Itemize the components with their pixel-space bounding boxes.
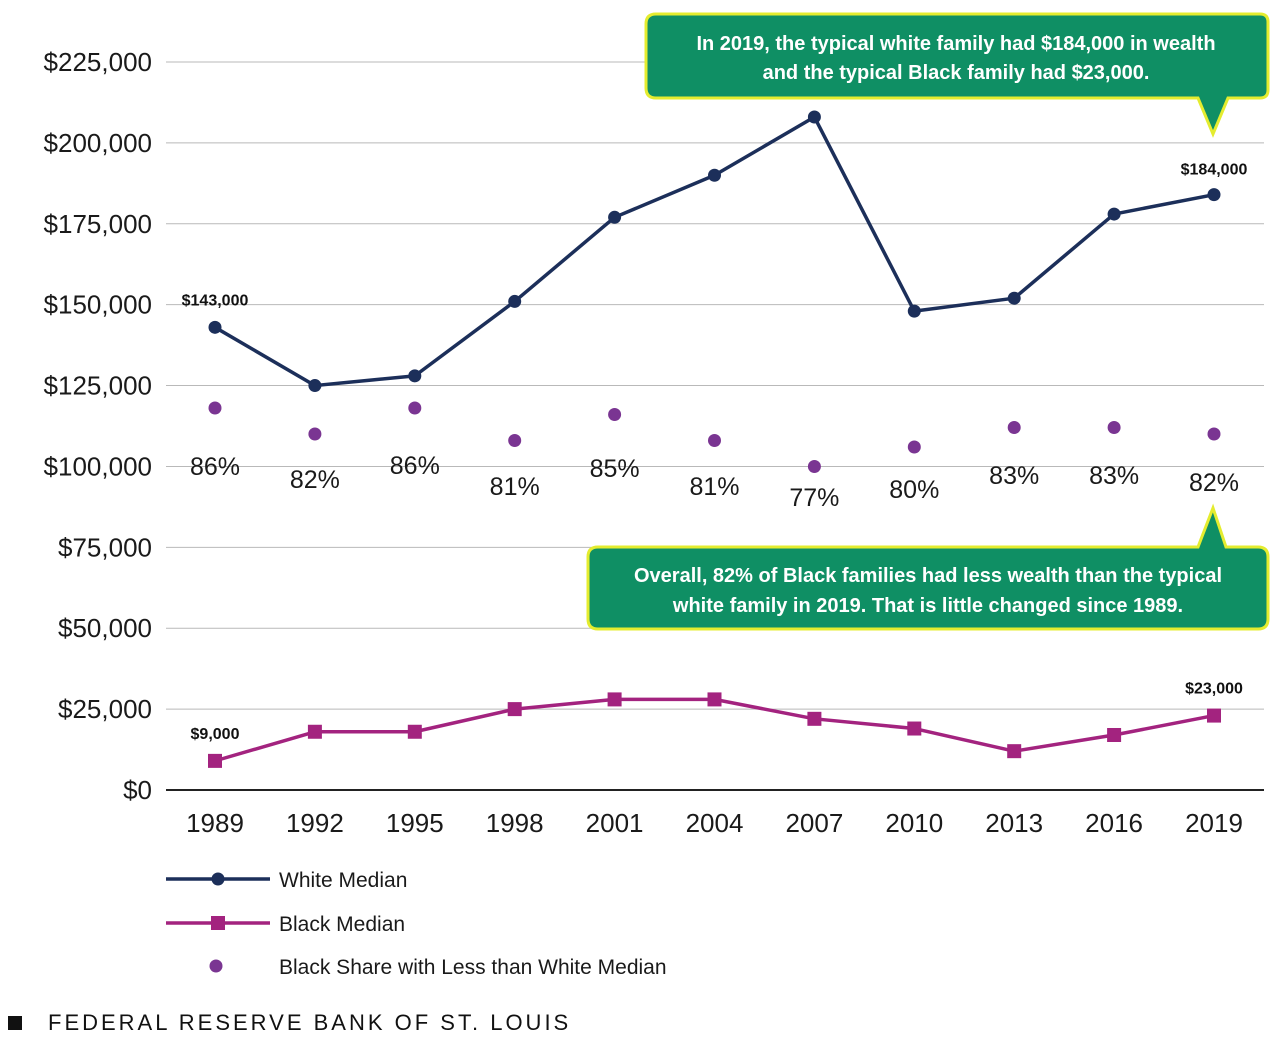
white-median-point: [708, 168, 721, 182]
white-median-point: [308, 379, 322, 393]
share-dot: [208, 401, 222, 415]
y-axis: $0 $25,000 $50,000 $75,000 $100,000 $125,000 $…: [44, 47, 152, 805]
callout-top-box: [644, 12, 1270, 138]
x-tick-label: 1992: [286, 808, 344, 838]
share-series: 86% 82% 86% 81% 85% 81% 77% 80% 83% 83% 82%: [190, 401, 1239, 512]
legend-black-marker: [211, 916, 225, 930]
y-tick-label: $100,000: [44, 451, 152, 481]
callouts: In 2019, the typical white family had $1…: [586, 12, 1270, 631]
black-median-point: [1207, 708, 1221, 723]
x-tick-label: 2001: [586, 808, 644, 838]
callout-bottom: Overall, 82% of Black families had less …: [586, 503, 1270, 631]
legend-share-marker: [209, 959, 223, 973]
y-tick-label: $50,000: [58, 613, 152, 643]
legend: White Median Black Median Black Share with…: [166, 869, 667, 979]
legend-white-marker: [211, 872, 225, 886]
legend-white-label: White Median: [279, 869, 407, 892]
white-median-point: [1207, 188, 1221, 202]
black-median-point: [507, 702, 522, 717]
y-tick-label: $75,000: [58, 532, 152, 562]
line-series: [208, 110, 1221, 768]
white-last-label: $184,000: [1181, 162, 1248, 179]
white-median-point: [208, 320, 222, 334]
x-tick-label: 2010: [885, 808, 943, 838]
y-tick-label: $25,000: [58, 694, 152, 724]
share-dot: [308, 427, 322, 441]
share-dot: [807, 460, 821, 473]
footer-source: FEDERAL RESERVE BANK OF ST. LOUIS: [48, 1010, 572, 1035]
share-label: 82%: [290, 466, 340, 494]
y-tick-label: $150,000: [44, 290, 152, 320]
x-tick-label: 2016: [1085, 808, 1143, 838]
x-axis: 1989 1992 1995 1998 2001 2004 2007 2010 2013 2016…: [186, 808, 1243, 838]
black-last-label: $23,000: [1185, 681, 1243, 698]
share-label: 83%: [989, 462, 1039, 490]
x-tick-label: 2019: [1185, 808, 1243, 838]
white-median-point: [907, 304, 921, 318]
share-label: 86%: [390, 452, 440, 480]
x-tick-label: 1989: [186, 808, 244, 838]
share-label: 81%: [490, 473, 540, 501]
share-dot: [907, 440, 921, 454]
share-dot: [1007, 421, 1021, 434]
footer-square-icon: [8, 1016, 22, 1030]
white-median-point: [1107, 207, 1121, 221]
black-median-point: [907, 721, 922, 736]
callout-bottom-text: white family in 2019. That is little cha…: [672, 595, 1183, 617]
black-median-point: [208, 753, 222, 768]
share-label: 81%: [689, 473, 739, 501]
share-label: 80%: [889, 476, 939, 504]
callout-top-text: and the typical Black family had $23,000…: [763, 62, 1150, 84]
share-dot: [1207, 427, 1221, 441]
black-median-point: [407, 724, 422, 739]
white-median-point: [807, 110, 821, 124]
callout-top: In 2019, the typical white family had $1…: [644, 12, 1270, 138]
share-dot: [608, 408, 622, 421]
share-label: 82%: [1189, 469, 1239, 497]
black-first-label: $9,000: [191, 726, 240, 743]
share-dot: [508, 434, 522, 447]
black-median-point: [807, 711, 822, 726]
share-label: 85%: [590, 455, 640, 483]
black-median-point: [1007, 744, 1022, 759]
legend-share-label: Black Share with Less than White Median: [279, 956, 667, 979]
wealth-chart: $0 $25,000 $50,000 $75,000 $100,000 $125,000 $…: [44, 12, 1270, 979]
black-median-point: [1107, 727, 1122, 742]
white-median-line: [214, 115, 1215, 388]
black-median-point: [307, 724, 322, 739]
x-tick-label: 1998: [486, 808, 544, 838]
y-tick-label: $200,000: [44, 128, 152, 158]
legend-black-label: Black Median: [279, 913, 405, 936]
share-label: 86%: [190, 453, 240, 481]
y-tick-label: $175,000: [44, 209, 152, 239]
x-tick-label: 2013: [985, 808, 1043, 838]
white-median-point: [608, 210, 622, 224]
y-tick-label: $225,000: [44, 47, 152, 77]
share-dot: [708, 434, 721, 447]
black-median-point: [707, 692, 722, 707]
share-dot: [1107, 421, 1121, 434]
y-tick-label: $125,000: [44, 371, 152, 401]
share-label: 83%: [1089, 462, 1139, 490]
x-tick-label: 2004: [686, 808, 744, 838]
white-median-point: [1007, 291, 1021, 305]
footer: FEDERAL RESERVE BANK OF ST. LOUIS: [8, 1010, 571, 1036]
callout-bottom-box: [586, 503, 1270, 631]
callout-top-text: In 2019, the typical white family had $1…: [696, 33, 1215, 55]
white-median-point: [408, 369, 422, 383]
white-first-label: $143,000: [182, 292, 249, 309]
share-dot: [408, 401, 422, 415]
callout-bottom-text: Overall, 82% of Black families had less …: [634, 565, 1222, 587]
black-median-point: [607, 692, 622, 707]
white-median-point: [508, 294, 522, 308]
data-labels: $143,000 $184,000 $9,000 $23,000: [182, 162, 1248, 743]
y-tick-label: $0: [123, 775, 152, 805]
x-tick-label: 2007: [785, 808, 843, 838]
x-tick-label: 1995: [386, 808, 444, 838]
share-label: 77%: [789, 484, 839, 512]
